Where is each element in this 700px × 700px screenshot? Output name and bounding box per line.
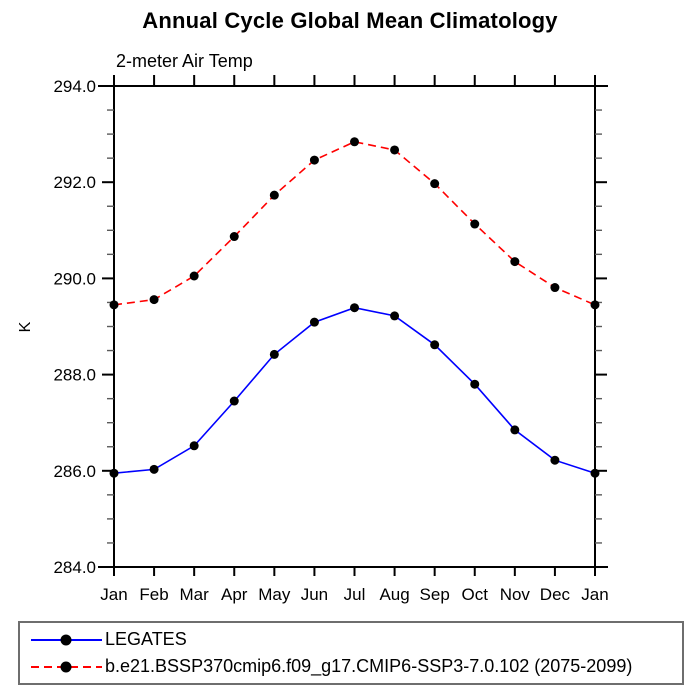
legend-entry-legates: LEGATES (20, 626, 682, 653)
y-tick-label: 292.0 (53, 173, 96, 192)
legend-label-model: b.e21.BSSP370cmip6.f09_g17.CMIP6-SSP3-7.… (105, 656, 633, 676)
data-point-series-1 (109, 300, 119, 310)
data-point-series-1 (550, 283, 560, 293)
data-point-series-0 (189, 441, 199, 451)
x-tick-label: Oct (462, 585, 489, 604)
data-point-series-1 (309, 155, 319, 165)
data-point-series-0 (149, 464, 159, 474)
y-tick-label: 286.0 (53, 462, 96, 481)
data-point-series-0 (550, 455, 560, 465)
data-point-series-0 (309, 317, 319, 327)
chart-subtitle: 2-meter Air Temp (116, 51, 253, 71)
y-axis-title: K (17, 321, 34, 332)
series-line-0 (113, 306, 596, 474)
data-point-series-1 (269, 190, 279, 200)
data-point-series-1 (189, 271, 199, 281)
data-point-series-1 (350, 137, 359, 147)
legend-entry-model: b.e21.BSSP370cmip6.f09_g17.CMIP6-SSP3-7.… (20, 653, 682, 680)
data-point-series-0 (430, 340, 440, 350)
data-point-series-1 (510, 257, 520, 267)
data-point-series-1 (229, 232, 239, 242)
chart-title: Annual Cycle Global Mean Climatology (142, 8, 558, 33)
x-tick-label: Jul (344, 585, 366, 604)
x-tick-label: Mar (180, 585, 210, 604)
x-tick-label: Nov (500, 585, 531, 604)
x-tick-label: Apr (221, 585, 248, 604)
data-point-series-0 (590, 468, 600, 478)
data-point-series-0 (269, 349, 279, 359)
data-point-series-0 (109, 468, 119, 478)
x-tick-label: Aug (379, 585, 409, 604)
y-tick-label: 288.0 (53, 366, 96, 385)
x-tick-label: Feb (139, 585, 168, 604)
data-point-series-0 (510, 425, 520, 435)
data-point-series-0 (390, 311, 400, 321)
x-tick-label: Sep (420, 585, 450, 604)
y-tick-label: 284.0 (53, 558, 96, 577)
data-point-series-1 (430, 179, 440, 189)
legend-marker-solid-line-dot-icon (31, 634, 102, 645)
x-tick-label: Jan (100, 585, 127, 604)
data-point-series-1 (390, 145, 400, 155)
legend-marker-dashed-line-dot-icon (31, 661, 102, 672)
legend-label-legates: LEGATES (105, 629, 187, 649)
y-tick-label: 290.0 (53, 269, 96, 288)
data-point-series-1 (590, 300, 600, 310)
data-point-series-0 (229, 396, 239, 406)
x-tick-label: Jan (581, 585, 608, 604)
x-tick-label: May (258, 585, 291, 604)
chart-legend: LEGATES b.e21.BSSP370cmip6.f09_g17.CMIP6… (18, 621, 684, 685)
series-line-1 (113, 140, 596, 306)
data-point-series-0 (470, 379, 480, 389)
x-tick-label: Dec (540, 585, 571, 604)
x-tick-label: Jun (301, 585, 328, 604)
data-point-series-0 (350, 303, 359, 313)
data-point-series-1 (470, 219, 480, 229)
data-point-series-1 (149, 295, 159, 305)
y-tick-label: 294.0 (53, 77, 96, 96)
